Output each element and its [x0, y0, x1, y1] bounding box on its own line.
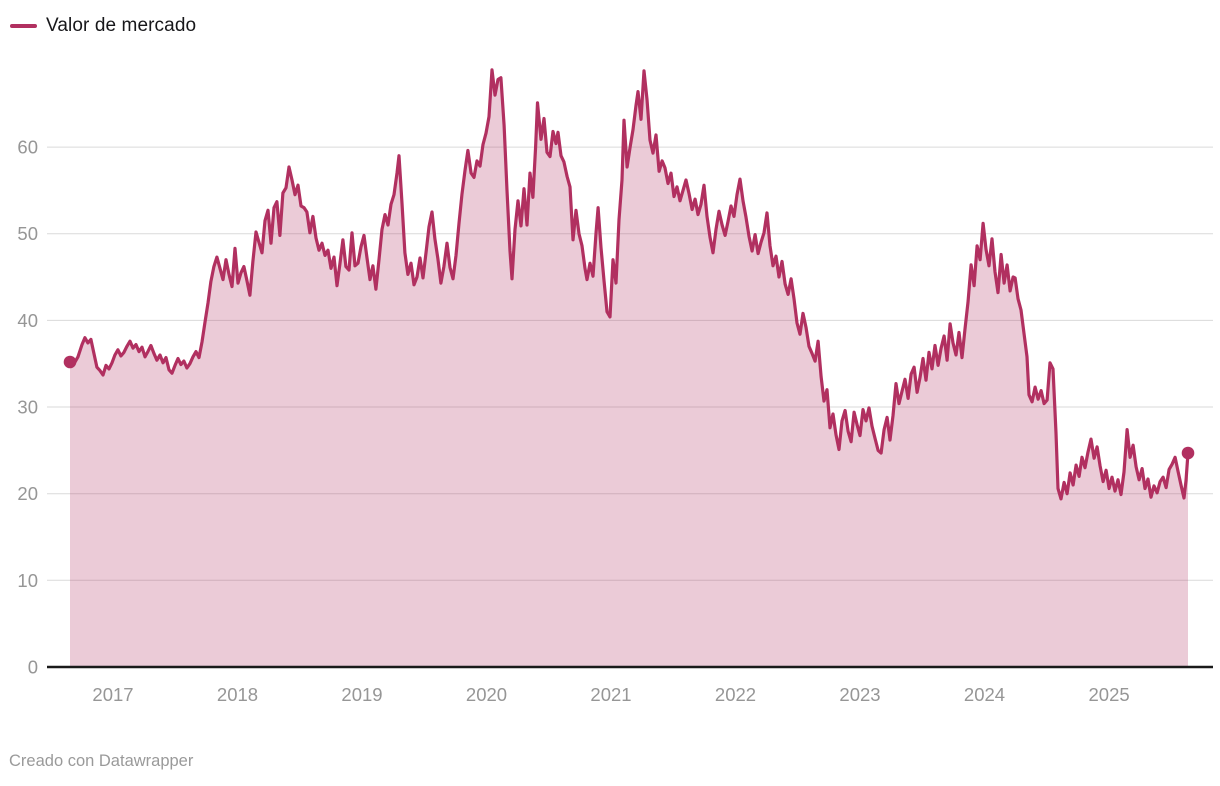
x-tick-label: 2023: [839, 684, 880, 705]
x-tick-label: 2017: [92, 684, 133, 705]
gridlines: [47, 146, 1213, 581]
area-fill: [70, 69, 1188, 667]
datawrapper-credit-link[interactable]: Creado con Datawrapper: [9, 752, 194, 770]
series-start-dot: [63, 355, 77, 369]
x-axis-labels: 2017 2018 2019 2020 2021 2022 2023 2024 2025: [92, 684, 1129, 705]
y-tick-label: 0: [28, 657, 38, 678]
x-tick-label: 2018: [217, 684, 258, 705]
x-tick-label: 2020: [466, 684, 507, 705]
y-tick-label: 10: [17, 570, 38, 591]
x-tick-label: 2025: [1089, 684, 1130, 705]
y-tick-label: 20: [17, 483, 38, 504]
x-tick-label: 2022: [715, 684, 756, 705]
y-tick-label: 60: [17, 137, 38, 158]
y-tick-label: 30: [17, 397, 38, 418]
legend: Valor de mercado: [10, 16, 196, 35]
value-line: [68, 68, 1190, 501]
x-tick-label: 2021: [590, 684, 631, 705]
y-tick-label: 50: [17, 223, 38, 244]
series-end-dot: [1181, 446, 1195, 460]
x-tick-label: 2024: [964, 684, 1005, 705]
x-tick-label: 2019: [341, 684, 382, 705]
y-tick-label: 40: [17, 310, 38, 331]
y-axis-labels: 0 10 20 30 40 50 60: [17, 137, 38, 678]
legend-label: Valor de mercado: [46, 15, 197, 36]
legend-line-swatch-icon: [10, 23, 37, 28]
